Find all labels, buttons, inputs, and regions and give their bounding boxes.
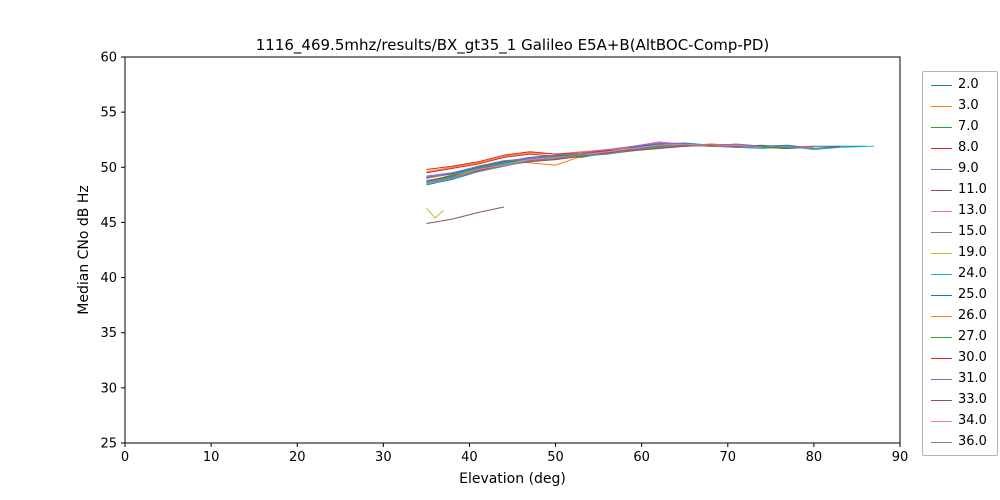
axes-spines: [124, 56, 901, 444]
legend-line-sample: [931, 441, 952, 443]
legend-entry: 13.0: [931, 204, 989, 218]
x-tick-label: 80: [806, 450, 823, 465]
y-tick-label: 30: [100, 381, 117, 396]
x-axis-label: Elevation (deg): [459, 471, 566, 487]
legend: 2.0 3.0 7.0 8.0 9.0 11.0 13.0 15.0 19.0 24.0 25.0 2…: [922, 71, 998, 456]
x-tick-label: 70: [720, 450, 737, 465]
y-tick-label: 50: [100, 161, 117, 176]
legend-label: 34.0: [958, 413, 987, 428]
legend-label: 3.0: [958, 98, 979, 113]
legend-label: 2.0: [958, 77, 979, 92]
legend-label: 11.0: [958, 182, 987, 197]
legend-entry: 27.0: [931, 330, 989, 344]
legend-label: 33.0: [958, 392, 987, 407]
x-tick-label: 90: [892, 450, 909, 465]
y-tick-label: 25: [100, 437, 117, 452]
legend-line-sample: [931, 420, 952, 422]
legend-label: 7.0: [958, 119, 979, 134]
chart-title: 1116_469.5mhz/results/BX_gt35_1 Galileo …: [255, 36, 770, 54]
legend-line-sample: [931, 126, 952, 128]
legend-line-sample: [931, 273, 952, 275]
legend-entry: 3.0: [931, 99, 989, 113]
series-line-31.0: [426, 142, 814, 179]
y-tick-label: 60: [100, 51, 117, 66]
legend-line-sample: [931, 189, 952, 191]
legend-label: 25.0: [958, 287, 987, 302]
legend-label: 30.0: [958, 350, 987, 365]
legend-line-sample: [931, 147, 952, 149]
x-tick-label: 60: [633, 450, 650, 465]
legend-entry: 2.0: [931, 78, 989, 92]
x-tick-label: 10: [203, 450, 220, 465]
legend-entry: 33.0: [931, 393, 989, 407]
legend-label: 27.0: [958, 329, 987, 344]
x-tick-label: 0: [121, 450, 129, 465]
legend-entry: 7.0: [931, 120, 989, 134]
y-tick-label: 45: [100, 216, 117, 231]
legend-line-sample: [931, 210, 952, 212]
x-tick-label: 20: [289, 450, 306, 465]
x-tick-label: 50: [547, 450, 564, 465]
legend-line-sample: [931, 168, 952, 170]
legend-line-sample: [931, 315, 952, 317]
legend-entry: 24.0: [931, 267, 989, 281]
y-tick-label: 55: [100, 106, 117, 121]
legend-label: 8.0: [958, 140, 979, 155]
series-line-36.0: [426, 144, 840, 184]
legend-entry: 9.0: [931, 162, 989, 176]
series-line-25.0: [426, 142, 840, 178]
legend-entry: 36.0: [931, 435, 989, 449]
legend-line-sample: [931, 399, 952, 401]
legend-line-sample: [931, 84, 952, 86]
series-line-11.0: [426, 206, 505, 224]
y-tick-label: 35: [100, 326, 117, 341]
legend-line-sample: [931, 294, 952, 296]
legend-entry: 26.0: [931, 309, 989, 323]
legend-label: 31.0: [958, 371, 987, 386]
legend-line-sample: [931, 105, 952, 107]
x-tick-label: 30: [375, 450, 392, 465]
legend-label: 36.0: [958, 434, 987, 449]
x-tick-label: 40: [461, 450, 478, 465]
legend-entry: 11.0: [931, 183, 989, 197]
legend-line-sample: [931, 378, 952, 380]
legend-entry: 30.0: [931, 351, 989, 365]
legend-line-sample: [931, 357, 952, 359]
legend-label: 19.0: [958, 245, 987, 260]
legend-entry: 31.0: [931, 372, 989, 386]
legend-entry: 19.0: [931, 246, 989, 260]
legend-label: 26.0: [958, 308, 987, 323]
series-line-19.0: [426, 207, 444, 219]
legend-label: 15.0: [958, 224, 987, 239]
legend-entry: 15.0: [931, 225, 989, 239]
legend-entry: 34.0: [931, 414, 989, 428]
y-tick-label: 40: [100, 271, 117, 286]
legend-line-sample: [931, 336, 952, 338]
legend-line-sample: [931, 252, 952, 254]
legend-line-sample: [931, 231, 952, 233]
legend-entry: 25.0: [931, 288, 989, 302]
series-line-30.0: [426, 144, 763, 170]
legend-entry: 8.0: [931, 141, 989, 155]
legend-label: 13.0: [958, 203, 987, 218]
legend-label: 24.0: [958, 266, 987, 281]
legend-label: 9.0: [958, 161, 979, 176]
